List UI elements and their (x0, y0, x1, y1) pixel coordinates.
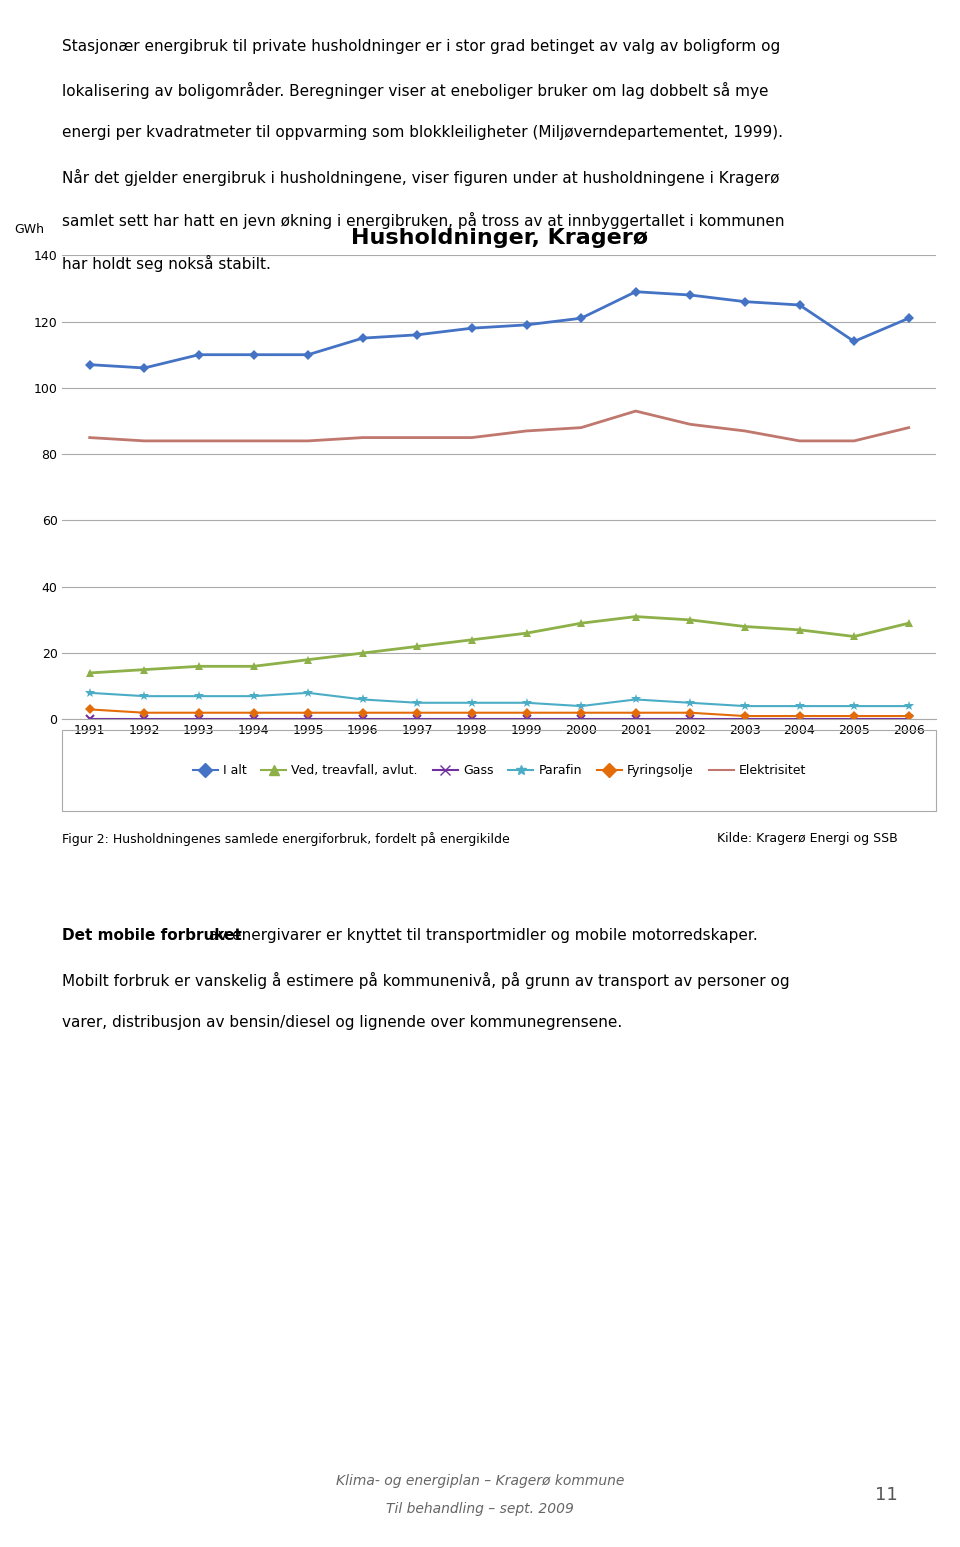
Text: Til behandling – sept. 2009: Til behandling – sept. 2009 (386, 1502, 574, 1516)
Legend: I alt, Ved, treavfall, avlut., Gass, Parafin, Fyringsolje, Elektrisitet: I alt, Ved, treavfall, avlut., Gass, Par… (187, 760, 811, 781)
Text: Stasjonær energibruk til private husholdninger er i stor grad betinget av valg a: Stasjonær energibruk til private hushold… (62, 39, 780, 54)
Text: varer, distribusjon av bensin/diesel og lignende over kommunegrensene.: varer, distribusjon av bensin/diesel og … (62, 1015, 623, 1030)
Text: Figur 2: Husholdningenes samlede energiforbruk, fordelt på energikilde: Figur 2: Husholdningenes samlede energif… (62, 832, 510, 846)
Text: Mobilt forbruk er vanskelig å estimere på kommunenivå, på grunn av transport av : Mobilt forbruk er vanskelig å estimere p… (62, 972, 790, 989)
Text: energi per kvadratmeter til oppvarming som blokkleiligheter (Miljøverndepartemen: energi per kvadratmeter til oppvarming s… (62, 125, 783, 141)
Text: samlet sett har hatt en jevn økning i energibruken, på tross av at innbyggertall: samlet sett har hatt en jevn økning i en… (62, 212, 785, 229)
Text: Når det gjelder energibruk i husholdningene, viser figuren under at husholdninge: Når det gjelder energibruk i husholdning… (62, 169, 780, 186)
Text: lokalisering av boligområder. Beregninger viser at eneboliger bruker om lag dobb: lokalisering av boligområder. Beregninge… (62, 82, 769, 99)
Text: har holdt seg nokså stabilt.: har holdt seg nokså stabilt. (62, 255, 272, 272)
Text: av energivarer er knyttet til transportmidler og mobile motorredskaper.: av energivarer er knyttet til transportm… (204, 928, 758, 944)
Text: Klima- og energiplan – Kragerø kommune: Klima- og energiplan – Kragerø kommune (336, 1474, 624, 1488)
Text: Kilde: Kragerø Energi og SSB: Kilde: Kragerø Energi og SSB (717, 832, 898, 845)
Text: GWh: GWh (14, 223, 44, 235)
Text: Det mobile forbruket: Det mobile forbruket (62, 928, 242, 944)
Title: Husholdninger, Kragerø: Husholdninger, Kragerø (350, 227, 648, 248)
Text: 11: 11 (875, 1485, 898, 1504)
